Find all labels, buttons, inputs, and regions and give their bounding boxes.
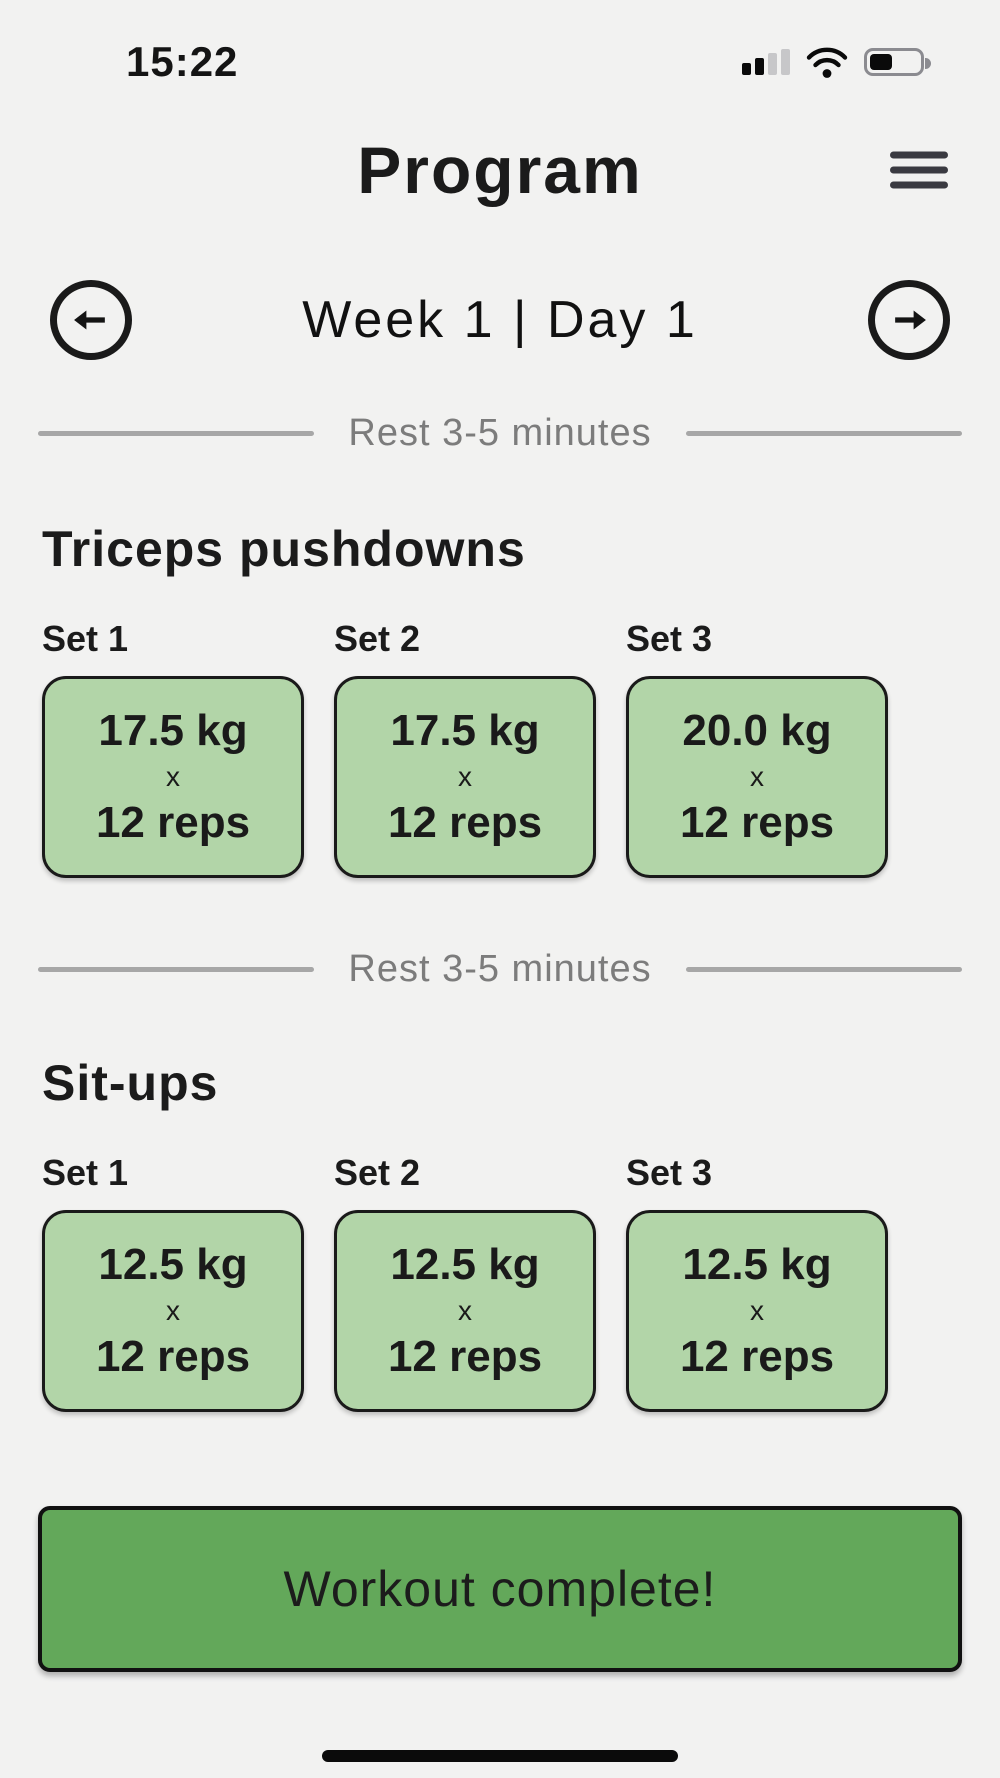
set-times: x: [166, 1295, 180, 1326]
sets-row: Set 1 17.5 kg x 12 reps Set 2 17.5 kg x …: [0, 618, 1000, 878]
prev-day-button[interactable]: [50, 280, 132, 360]
set-column: Set 2 12.5 kg x 12 reps: [334, 1152, 596, 1412]
set-reps: 12 reps: [95, 1332, 251, 1381]
sets-row: Set 1 12.5 kg x 12 reps Set 2 12.5 kg x …: [0, 1152, 1000, 1412]
set-column: Set 1 17.5 kg x 12 reps: [42, 618, 304, 878]
set-column: Set 3 20.0 kg x 12 reps: [626, 618, 888, 878]
next-day-button[interactable]: [868, 280, 950, 360]
set-weight: 12.5 kg: [682, 1240, 832, 1289]
cellular-signal-icon: [742, 49, 790, 75]
divider-line: [685, 966, 963, 972]
arrow-right-icon: [895, 310, 926, 330]
status-time: 15:22: [126, 38, 239, 85]
exercise-name: Sit-ups: [42, 1055, 219, 1111]
set-label: Set 1: [42, 1152, 129, 1193]
set-reps: 12 reps: [387, 798, 543, 847]
set-times: x: [166, 761, 180, 792]
set-times: x: [458, 761, 472, 792]
set-weight: 12.5 kg: [98, 1240, 248, 1289]
set-reps: 12 reps: [679, 1332, 835, 1381]
set-card[interactable]: 17.5 kg x 12 reps: [334, 676, 596, 878]
set-weight: 12.5 kg: [390, 1240, 540, 1289]
set-times: x: [458, 1295, 472, 1326]
button-container: Workout complete!: [0, 1506, 1000, 1672]
week-day-label: Week 1 | Day 1: [302, 291, 698, 349]
set-label: Set 1: [42, 618, 129, 659]
rest-divider-label: Rest 3-5 minutes: [348, 947, 652, 990]
set-column: Set 1 12.5 kg x 12 reps: [42, 1152, 304, 1412]
menu-button[interactable]: [890, 140, 948, 201]
set-label: Set 3: [626, 1152, 713, 1193]
battery-icon: [864, 48, 931, 76]
arrow-left-icon: [74, 310, 105, 330]
status-bar: 15:22: [0, 0, 1000, 104]
set-label: Set 3: [626, 618, 713, 659]
set-card[interactable]: 12.5 kg x 12 reps: [626, 1210, 888, 1412]
week-navigation: Week 1 | Day 1: [0, 278, 1000, 362]
set-weight: 17.5 kg: [98, 706, 248, 755]
hamburger-menu-icon: [890, 151, 948, 189]
set-card[interactable]: 17.5 kg x 12 reps: [42, 676, 304, 878]
set-card[interactable]: 12.5 kg x 12 reps: [334, 1210, 596, 1412]
set-card[interactable]: 20.0 kg x 12 reps: [626, 676, 888, 878]
battery-nub: [925, 58, 931, 69]
set-reps: 12 reps: [679, 798, 835, 847]
home-indicator[interactable]: [322, 1750, 678, 1762]
status-icons: [742, 47, 931, 78]
set-times: x: [750, 1295, 764, 1326]
workout-complete-button[interactable]: Workout complete!: [38, 1506, 962, 1672]
rest-divider: Rest 3-5 minutes: [0, 947, 1000, 990]
rest-divider: Rest 3-5 minutes: [0, 411, 1000, 454]
header: Program: [0, 126, 1000, 214]
rest-divider-label: Rest 3-5 minutes: [348, 411, 652, 454]
divider-line: [685, 430, 963, 436]
divider-line: [38, 430, 315, 436]
set-label: Set 2: [334, 1152, 421, 1193]
set-reps: 12 reps: [387, 1332, 543, 1381]
set-reps: 12 reps: [95, 798, 251, 847]
set-label: Set 2: [334, 618, 421, 659]
wifi-icon: [806, 47, 848, 78]
set-weight: 17.5 kg: [390, 706, 540, 755]
battery-fill: [870, 54, 892, 70]
set-card[interactable]: 12.5 kg x 12 reps: [42, 1210, 304, 1412]
set-weight: 20.0 kg: [682, 706, 832, 755]
set-column: Set 2 17.5 kg x 12 reps: [334, 618, 596, 878]
set-column: Set 3 12.5 kg x 12 reps: [626, 1152, 888, 1412]
exercise-name: Triceps pushdowns: [42, 521, 526, 577]
page-title: Program: [357, 133, 643, 207]
divider-line: [38, 966, 315, 972]
set-times: x: [750, 761, 764, 792]
